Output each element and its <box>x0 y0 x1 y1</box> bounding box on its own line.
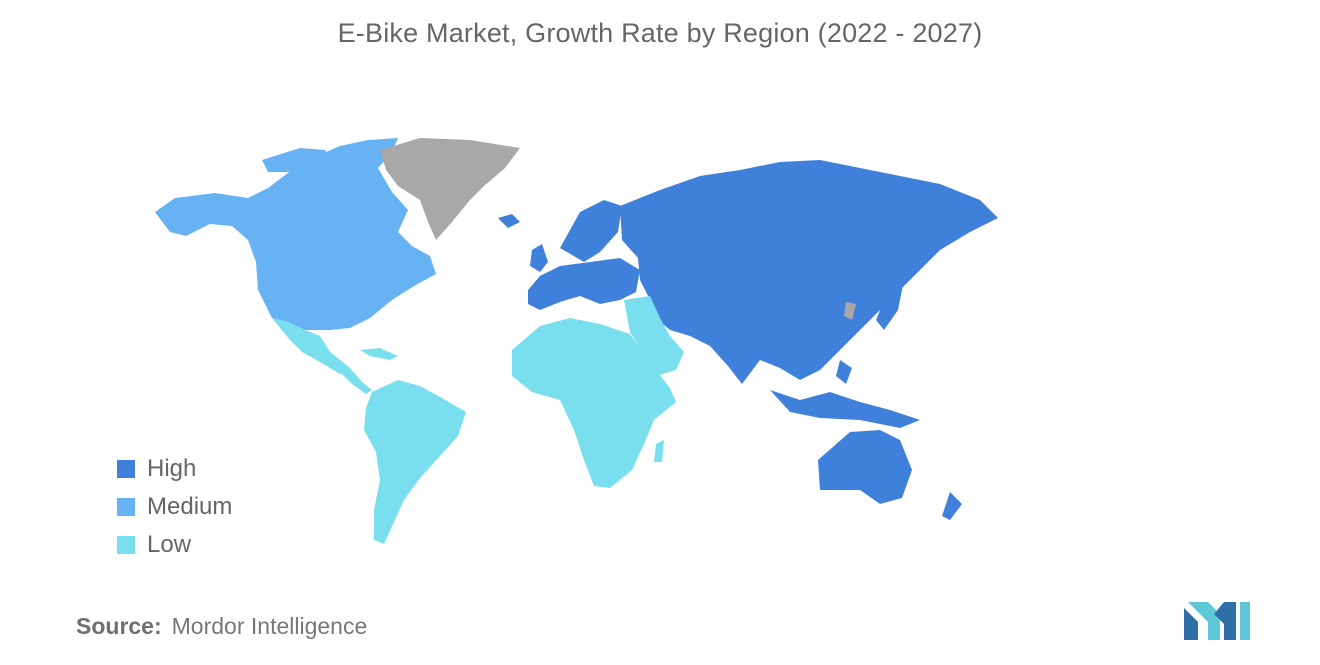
philippines-shape <box>836 360 852 384</box>
central-america-shape <box>330 352 372 394</box>
legend-item-low: Low <box>117 526 232 564</box>
continental-europe-shape <box>528 258 640 310</box>
region-middle-east-africa <box>512 296 684 488</box>
legend-swatch-medium <box>117 498 135 516</box>
region-south-america <box>364 380 466 544</box>
legend-item-high: High <box>117 450 232 488</box>
source-value: Mordor Intelligence <box>171 613 368 639</box>
region-europe <box>498 200 640 310</box>
australia-shape <box>818 430 912 504</box>
southeast-asia-islands <box>770 390 920 428</box>
logo-svg <box>1184 602 1250 640</box>
korea-peninsula-shape <box>844 302 856 320</box>
region-north-america <box>155 138 436 374</box>
legend-item-medium: Medium <box>117 488 232 526</box>
new-zealand-shape <box>942 492 962 520</box>
legend-swatch-high <box>117 460 135 478</box>
legend-label-medium: Medium <box>147 493 233 520</box>
uk-ireland-shape <box>530 244 548 272</box>
madagascar-shape <box>654 440 664 462</box>
source-label: Source: <box>76 613 162 639</box>
logo-shape-middle <box>1188 602 1220 640</box>
canadian-arctic-islands <box>262 148 326 172</box>
region-asia-pacific <box>620 160 998 520</box>
map-legend: High Medium Low <box>117 450 232 564</box>
north-america-shape <box>155 138 436 330</box>
logo-shape-right <box>1214 602 1236 640</box>
japan-shape <box>876 260 904 330</box>
logo-shape-bar <box>1240 602 1250 640</box>
africa-shape <box>512 318 676 488</box>
middle-east-shape <box>624 296 684 376</box>
caribbean-islands <box>360 348 398 360</box>
legend-label-high: High <box>147 455 197 482</box>
iceland-shape <box>498 214 520 228</box>
scandinavia-shape <box>560 200 622 262</box>
legend-swatch-low <box>117 536 135 554</box>
legend-label-low: Low <box>147 531 192 558</box>
source-line: Source: Mordor Intelligence <box>76 613 367 640</box>
russia-asia-shape <box>620 160 998 384</box>
mordor-intelligence-logo-icon <box>1184 602 1250 645</box>
mexico-shape <box>272 318 350 374</box>
logo-shape-left <box>1184 608 1198 640</box>
south-america-shape <box>364 380 466 544</box>
region-central-america <box>330 348 398 394</box>
page-title: E-Bike Market, Growth Rate by Region (20… <box>337 18 983 48</box>
greenland-shape <box>380 138 520 240</box>
